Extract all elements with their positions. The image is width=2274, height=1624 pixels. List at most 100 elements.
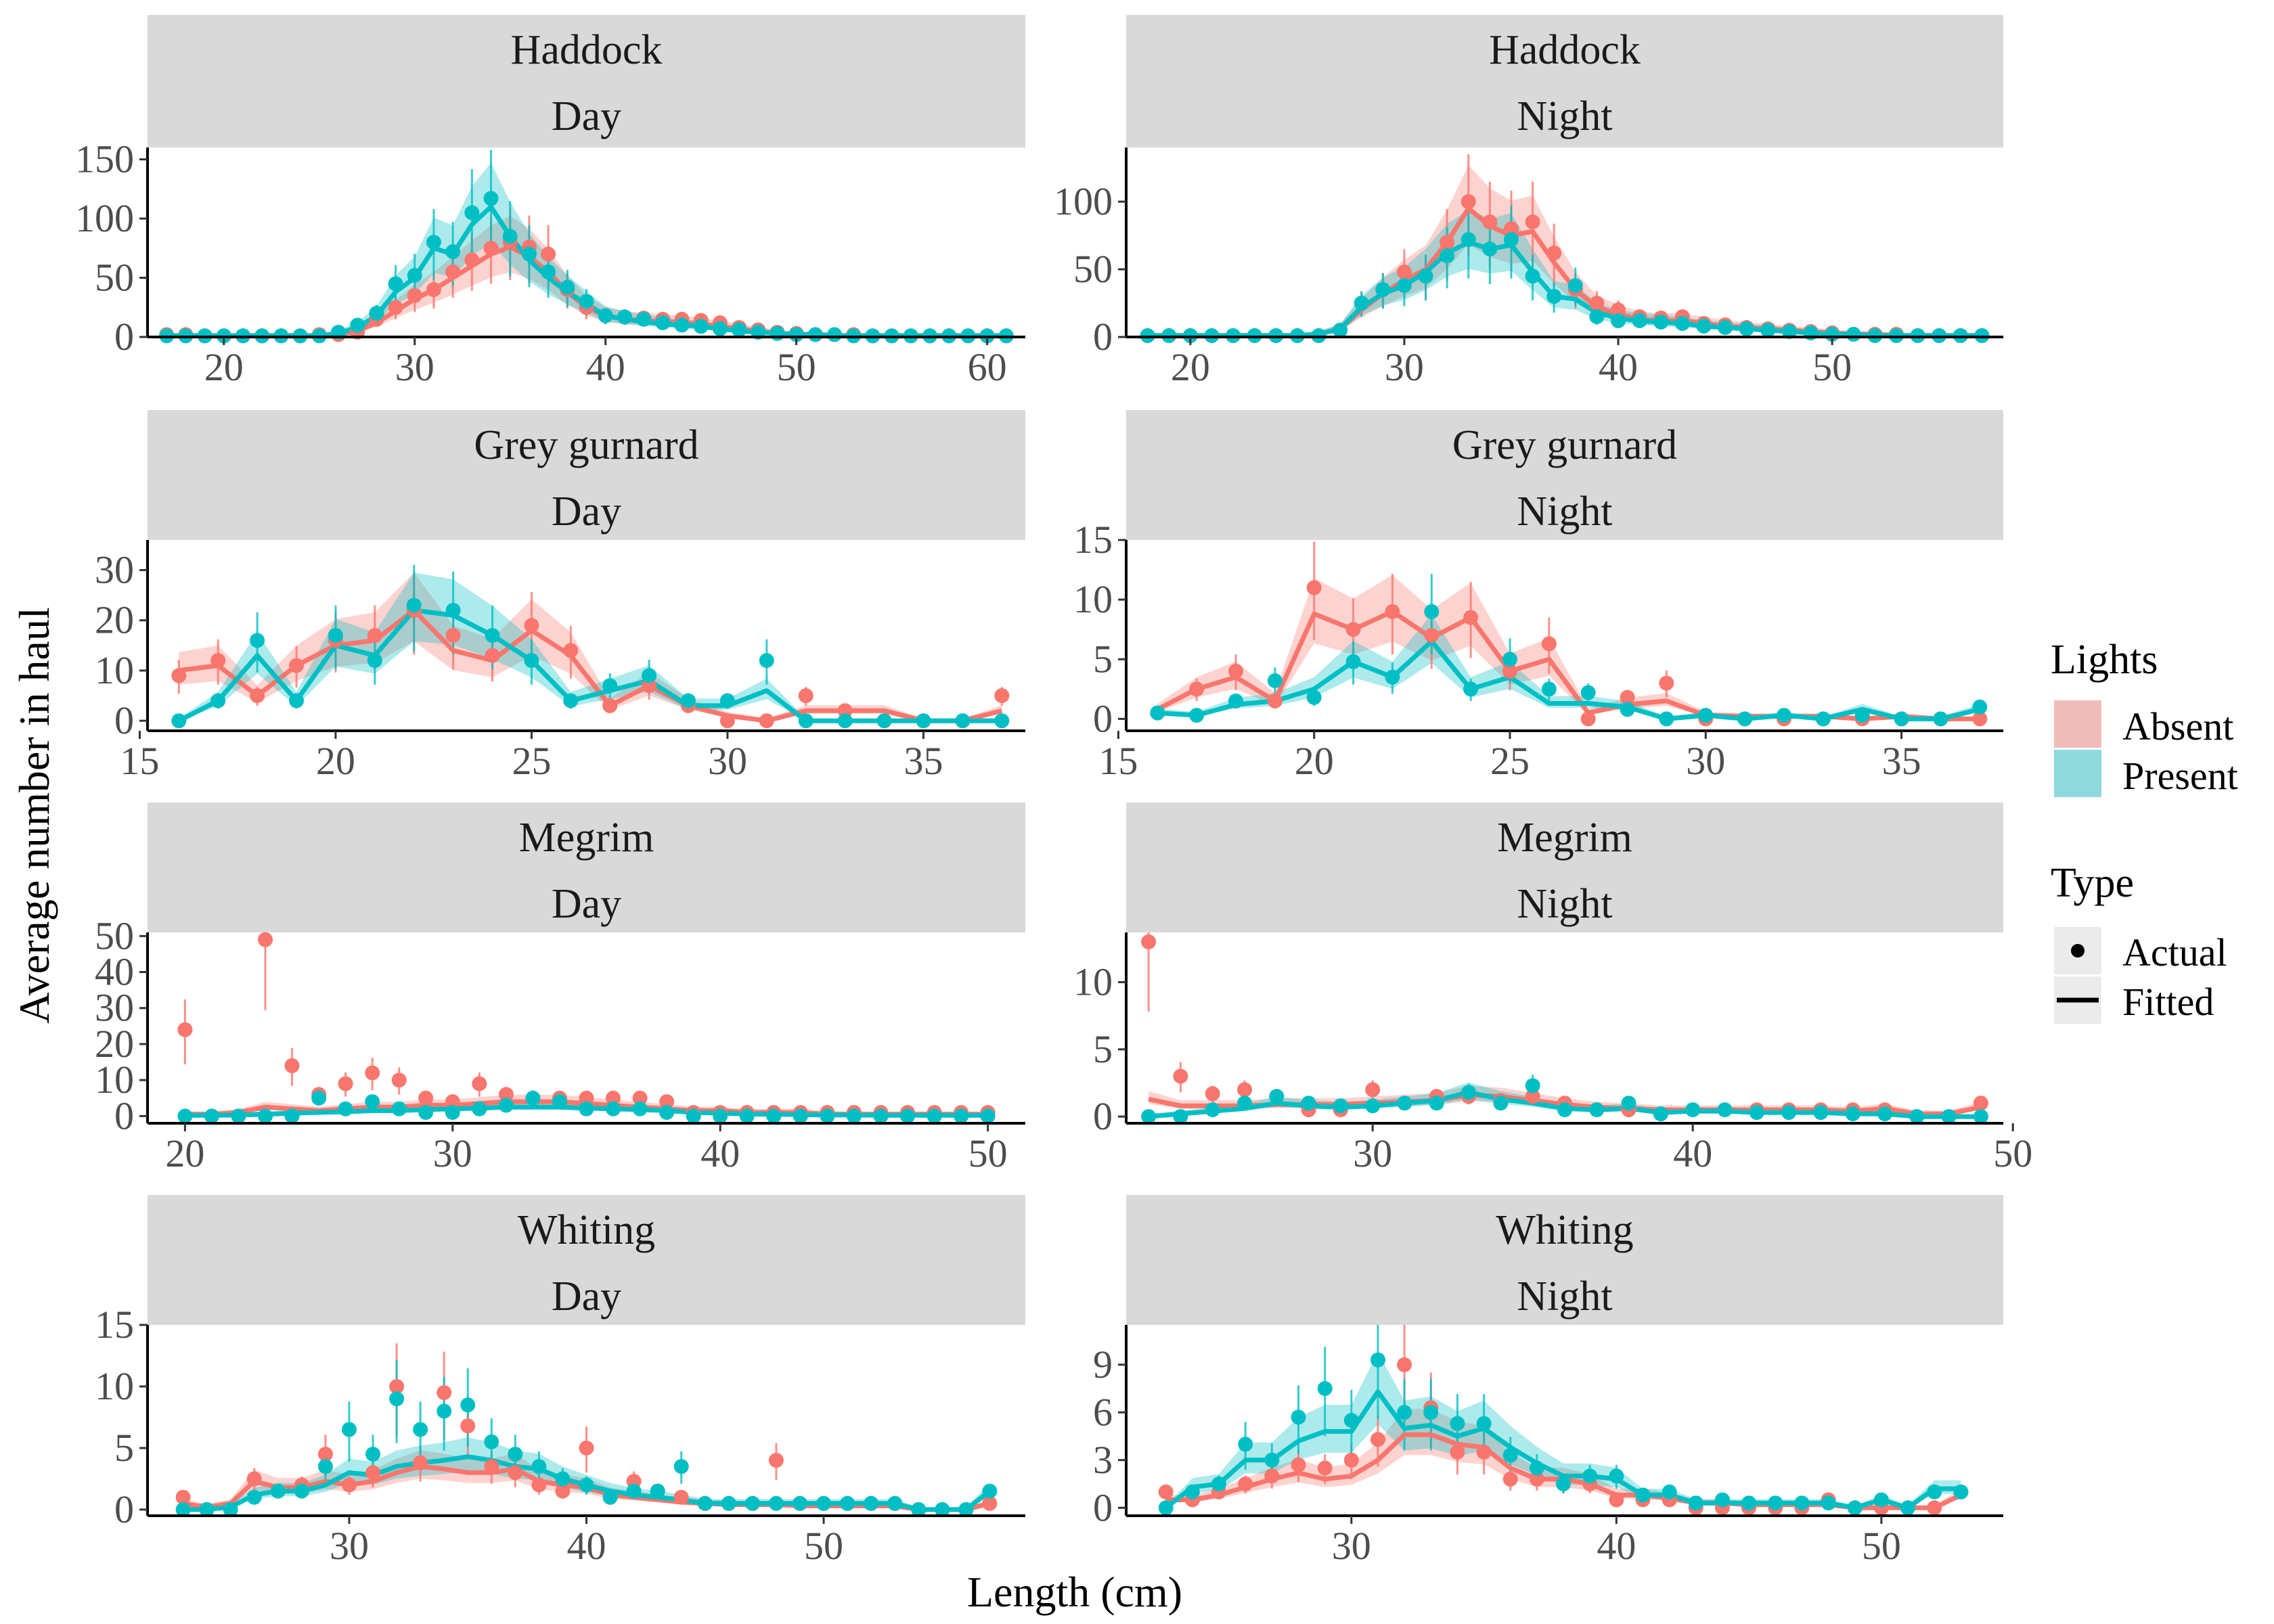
data-point (445, 602, 461, 618)
data-point (1238, 1476, 1253, 1491)
strip-species-label: Grey gurnard (1452, 422, 1677, 468)
data-point (1973, 1109, 1988, 1125)
data-point (1397, 1405, 1412, 1420)
data-point (636, 311, 652, 327)
data-point (1525, 269, 1540, 284)
data-point (1418, 269, 1433, 284)
data-point (365, 1447, 380, 1462)
data-point (342, 1422, 357, 1437)
data-point (1476, 1445, 1492, 1460)
confidence-band-absent (1147, 164, 1982, 336)
actual-points-present (175, 1391, 998, 1517)
data-point (1333, 323, 1348, 338)
data-point (426, 282, 441, 297)
data-point (602, 698, 618, 713)
legend-key-present (2054, 750, 2101, 797)
data-point (1781, 1105, 1797, 1121)
legend-swatch-absent (2054, 700, 2101, 748)
x-tick-label: 35 (904, 739, 943, 783)
data-point (552, 1094, 567, 1110)
data-point (258, 932, 273, 947)
data-point (1423, 1405, 1439, 1420)
y-tick-label: 0 (114, 1093, 134, 1137)
data-point (793, 1108, 808, 1124)
x-tick-label: 30 (433, 1131, 472, 1175)
legend-label-present: Present (2122, 754, 2238, 798)
fitted-line-absent (1156, 609, 1980, 721)
data-point (1424, 628, 1440, 643)
data-point (1589, 1102, 1605, 1118)
data-point (602, 678, 618, 694)
plot-area (177, 932, 996, 1124)
x-tick-label: 50 (968, 1131, 1008, 1175)
data-point (1659, 711, 1674, 727)
data-point (460, 1397, 476, 1413)
data-point (617, 309, 632, 325)
data-point (391, 1101, 407, 1116)
y-tick-label: 30 (95, 548, 134, 592)
data-point (1525, 215, 1540, 229)
data-point (407, 288, 422, 303)
data-point (1659, 675, 1674, 691)
data-point (1611, 313, 1626, 328)
x-tick-label: 25 (512, 739, 551, 783)
data-point (246, 1471, 262, 1487)
data-point (1580, 685, 1596, 700)
data-point (1620, 702, 1635, 717)
plot-area (171, 564, 1010, 729)
y-tick-label: 20 (95, 598, 134, 642)
x-tick-label: 35 (1882, 739, 1921, 783)
strip-period-label: Night (1517, 881, 1612, 927)
data-point (1306, 580, 1322, 595)
data-point (502, 229, 518, 244)
error-bars-absent (183, 932, 642, 1106)
data-point (1482, 215, 1498, 229)
y-tick-label: 10 (1073, 960, 1113, 1003)
data-point (579, 1101, 594, 1116)
data-point (1461, 194, 1476, 209)
data-point (1317, 1460, 1333, 1476)
data-point (521, 246, 537, 262)
x-tick-label: 50 (1862, 1524, 1901, 1568)
data-point (1582, 1468, 1598, 1484)
data-point (1927, 1500, 1942, 1516)
data-point (1749, 1105, 1764, 1121)
data-point (524, 653, 539, 669)
data-point (1900, 1500, 1915, 1516)
y-axis-title: Average number in haul (10, 607, 58, 1023)
data-point (1354, 296, 1369, 311)
data-point (1877, 1106, 1892, 1122)
data-point (555, 1483, 571, 1499)
data-point (284, 1108, 300, 1124)
facet-strip (148, 15, 1025, 148)
y-tick-label: 50 (95, 914, 134, 957)
strip-species-label: Megrim (519, 815, 654, 861)
data-point (445, 264, 461, 279)
x-axis-title: Length (cm) (967, 1568, 1182, 1616)
panel-whiting-day: Whiting Day 30 40 50 0 5 10 15 (95, 1195, 1025, 1568)
data-point (719, 693, 735, 708)
confidence-band-present (1165, 1352, 1961, 1508)
legend-label-absent: Absent (2122, 704, 2233, 748)
y-tick-label: 50 (1073, 247, 1113, 291)
data-point (531, 1459, 547, 1474)
data-point (759, 713, 774, 729)
data-point (768, 1453, 784, 1468)
data-point (1189, 708, 1205, 723)
data-point (798, 713, 813, 729)
data-point (900, 1108, 915, 1124)
data-point (289, 658, 304, 673)
data-point (289, 693, 304, 708)
data-point (739, 1108, 755, 1124)
data-point (1461, 1085, 1477, 1100)
error-bars-absent (1147, 932, 1534, 1107)
data-point (873, 1108, 889, 1124)
data-point (1237, 1082, 1252, 1098)
x-tick-label: 40 (1599, 345, 1638, 389)
data-point (1345, 654, 1361, 669)
data-point (887, 1495, 903, 1511)
data-point (864, 1495, 879, 1511)
y-tick-label: 0 (1093, 315, 1113, 359)
data-point (1158, 1484, 1174, 1499)
data-point (1343, 1452, 1359, 1468)
